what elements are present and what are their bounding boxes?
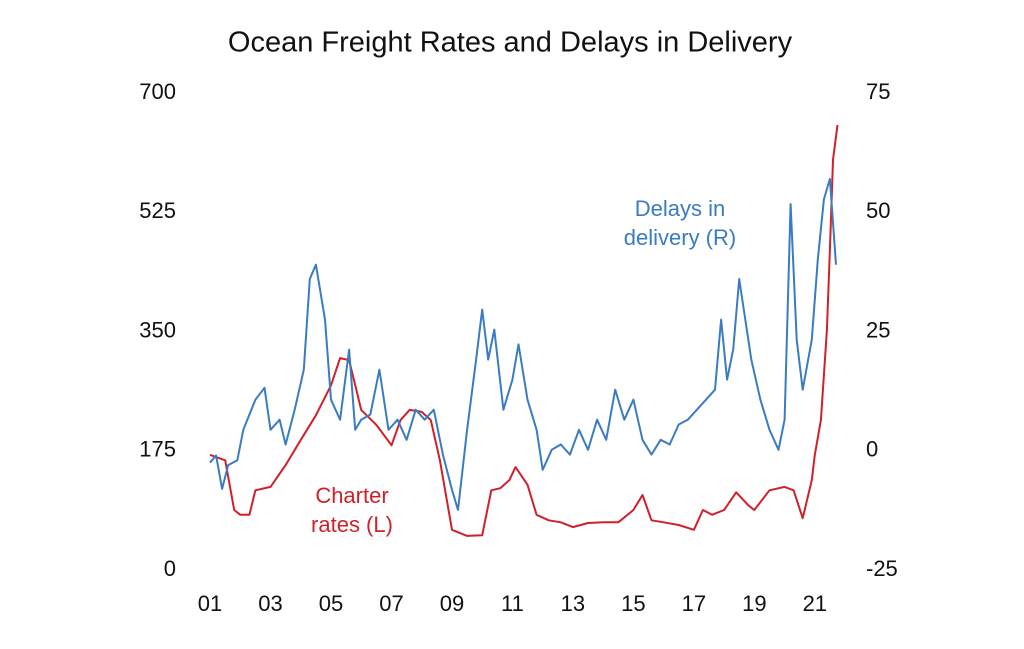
y2-tick-label: 50 — [866, 198, 890, 223]
x-tick-label: 05 — [319, 591, 343, 616]
y2-tick-label: -25 — [866, 556, 898, 581]
y2-tick-label: 25 — [866, 317, 890, 342]
series-line — [209, 177, 837, 511]
x-tick-label: 13 — [561, 591, 585, 616]
y2-tick-label: 75 — [866, 79, 890, 104]
annotation: delivery (R) — [624, 225, 736, 250]
chart-title: Ocean Freight Rates and Delays in Delive… — [228, 27, 793, 59]
x-tick-label: 17 — [682, 591, 706, 616]
x-tick-label: 07 — [379, 591, 403, 616]
annotation: rates (L) — [311, 512, 393, 537]
x-tick-label: 01 — [198, 591, 222, 616]
annotation: Charter — [315, 483, 388, 508]
x-tick-label: 15 — [621, 591, 645, 616]
y-tick-label: 175 — [139, 437, 176, 462]
x-tick-label: 09 — [440, 591, 464, 616]
x-tick-label: 03 — [258, 591, 282, 616]
x-tick-label: 11 — [501, 591, 524, 616]
series-line — [209, 124, 839, 537]
y-tick-label: 0 — [164, 556, 176, 581]
y-tick-label: 350 — [139, 317, 176, 342]
x-tick-label: 21 — [803, 591, 827, 616]
annotation: Delays in — [635, 196, 725, 221]
y2-tick-label: 0 — [866, 437, 878, 462]
y-tick-label: 525 — [139, 198, 176, 223]
x-tick-label: 19 — [742, 591, 766, 616]
y-tick-label: 700 — [139, 79, 176, 104]
